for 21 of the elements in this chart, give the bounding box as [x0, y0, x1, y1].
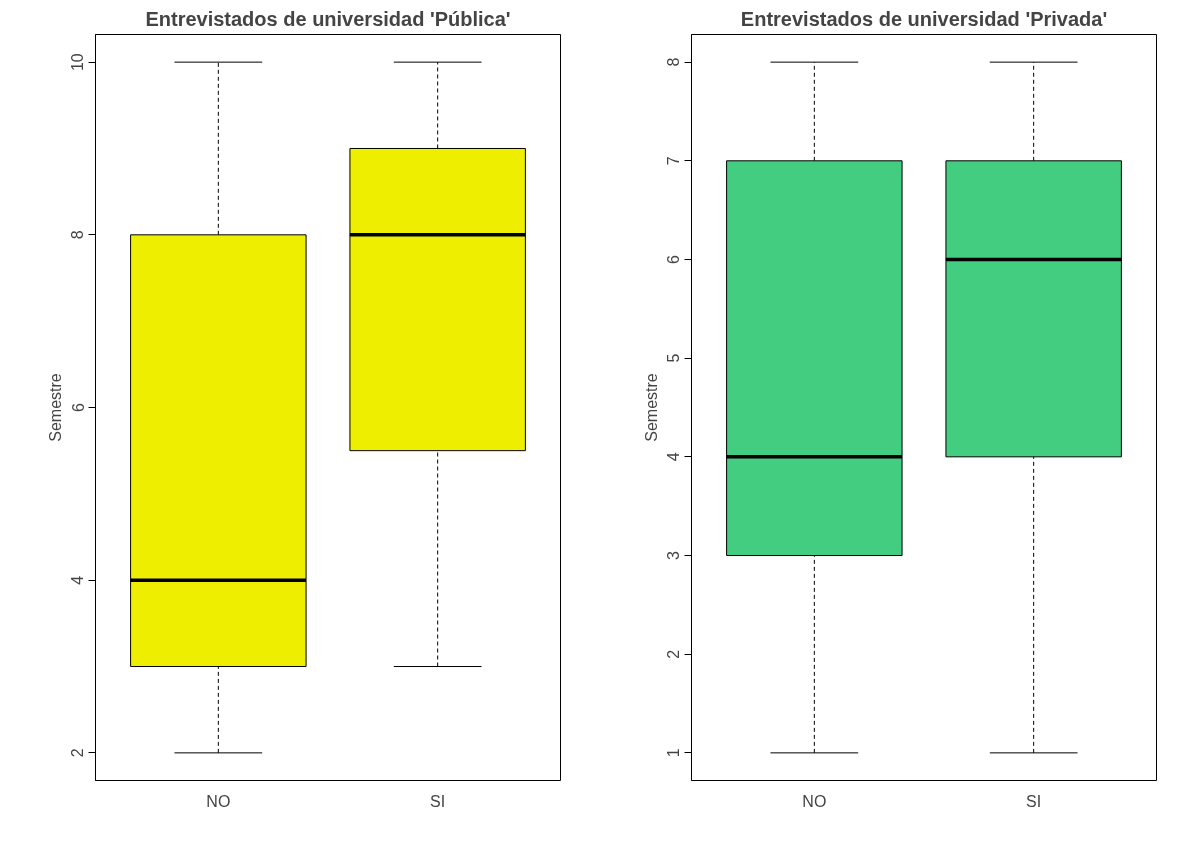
y-tick-label: 4	[69, 575, 87, 585]
y-tick-label: 6	[69, 402, 87, 412]
y-tick-label: 7	[665, 156, 683, 166]
y-tick-label: 2	[69, 748, 87, 758]
y-axis-title: Semestre	[642, 373, 660, 442]
x-tick-label: NO	[802, 792, 827, 810]
x-tick-label: NO	[206, 792, 231, 810]
y-tick-label: 1	[665, 748, 683, 758]
y-tick-label: 3	[665, 550, 683, 560]
x-tick-label: SI	[1026, 792, 1042, 810]
y-axis-title: Semestre	[46, 373, 64, 442]
y-tick-label: 2	[665, 649, 683, 659]
y-tick-label: 5	[665, 353, 683, 363]
y-tick-label: 8	[665, 57, 683, 67]
chart-title: Entrevistados de universidad 'Privada'	[740, 7, 1108, 30]
chart-title: Entrevistados de universidad 'Pública'	[145, 7, 511, 30]
x-tick-label: SI	[430, 792, 446, 810]
y-tick-label: 10	[69, 53, 87, 72]
y-tick-label: 6	[665, 254, 683, 264]
y-tick-label: 4	[665, 452, 683, 462]
y-tick-label: 8	[69, 230, 87, 240]
